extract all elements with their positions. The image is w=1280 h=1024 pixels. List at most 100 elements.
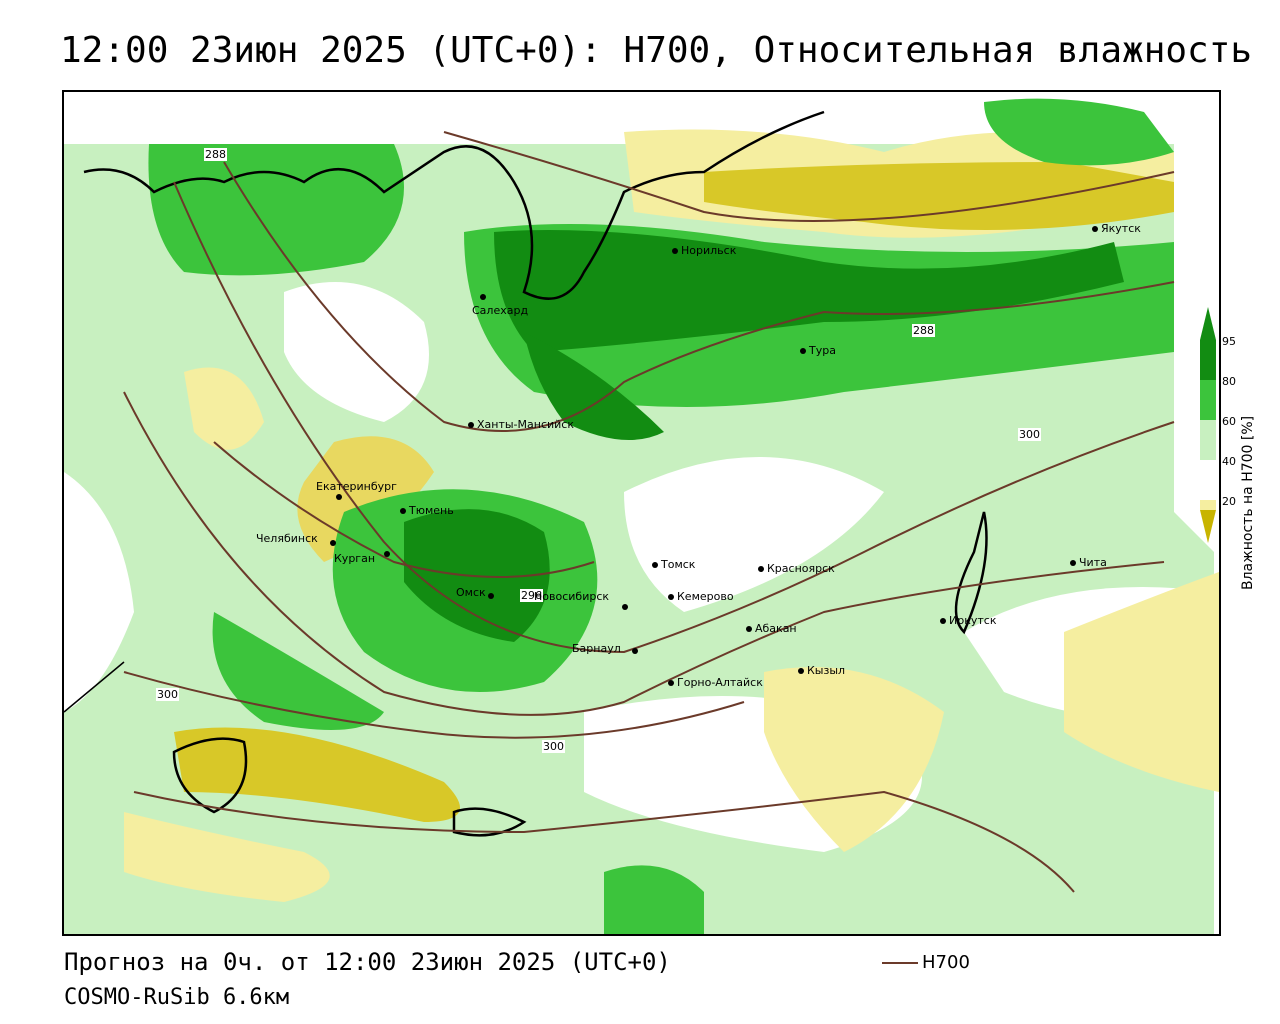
coastline [83, 110, 825, 300]
city-marker: Якутск [1092, 222, 1141, 235]
city-marker: Норильск [672, 244, 736, 257]
h700-contours [123, 131, 1175, 893]
city-marker: Тюмень [400, 504, 454, 517]
city-marker: Красноярск [758, 562, 835, 575]
city-label-block: Новосибирск [534, 590, 609, 603]
forecast-info: Прогноз на 0ч. от 12:00 23июн 2025 (UTC+… [64, 948, 671, 976]
city-label: Тюмень [409, 504, 454, 517]
city-dot [672, 248, 678, 254]
caspian-coast [172, 737, 248, 814]
contour-label: 300 [156, 688, 179, 701]
city-dot [746, 626, 752, 632]
city-dot [668, 594, 674, 600]
moist-mid-region [604, 865, 704, 934]
colorbar-tick: 95 [1222, 335, 1236, 348]
city-label: Иркутск [949, 614, 997, 627]
city-label: Екатеринбург [316, 480, 397, 493]
city-marker: Иркутск [940, 614, 996, 627]
city-marker: Ханты-Мансийск [468, 418, 574, 431]
city-label: Горно-Алтайск [677, 676, 763, 689]
city-label-block: Екатеринбург [316, 480, 397, 493]
city-marker: Томск [652, 558, 695, 571]
city-dot [940, 618, 946, 624]
city-label-block: Салехард [472, 304, 528, 317]
colorbar [1200, 307, 1216, 543]
city-marker: Тура [800, 344, 836, 357]
city-marker: Абакан [746, 622, 797, 635]
city-marker: Кемерово [668, 590, 734, 603]
city-dot [330, 540, 336, 546]
coastline [64, 661, 125, 713]
neutral-region [624, 457, 884, 612]
colorbar-band [1200, 460, 1216, 500]
city-marker: Кызыл [798, 664, 845, 677]
city-marker [488, 589, 497, 602]
city-dot [468, 422, 474, 428]
city-marker [336, 490, 345, 503]
city-dot [400, 508, 406, 514]
city-dot [800, 348, 806, 354]
city-label: Чита [1079, 556, 1107, 569]
colorbar-band [1200, 340, 1216, 380]
city-marker [480, 290, 489, 303]
city-label-block: Омск [456, 586, 486, 599]
moist-mid-region [212, 612, 384, 730]
city-marker [622, 600, 631, 613]
city-label: Курган [334, 552, 376, 565]
contour-label: 300 [1018, 428, 1041, 441]
colorbar-band [1200, 380, 1216, 420]
city-label-block: Курган [334, 552, 375, 565]
city-dot [384, 551, 390, 557]
city-label: Тура [809, 344, 836, 357]
city-dot [758, 566, 764, 572]
colorbar-lower-arrow [1200, 510, 1216, 543]
city-dot [480, 294, 486, 300]
dry-dark-region [704, 162, 1174, 230]
city-dot [622, 604, 628, 610]
dry-light-region [184, 367, 264, 450]
dry-light-region [124, 812, 330, 902]
colorbar-tick: 20 [1222, 495, 1236, 508]
map-title: 12:00 23июн 2025 (UTC+0): H700, Относите… [60, 30, 1253, 71]
city-label: Салехард [472, 304, 529, 317]
contour-legend-label: H700 [922, 952, 970, 973]
contour-legend: H700 [882, 952, 970, 973]
dry-light-region [1064, 572, 1219, 792]
colorbar-band [1200, 500, 1216, 510]
city-label: Челябинск [256, 532, 318, 545]
neutral-region [64, 472, 134, 712]
moist-dark-region [524, 332, 664, 440]
colorbar-band [1200, 420, 1216, 460]
city-label: Красноярск [767, 562, 835, 575]
city-label-block: Челябинск [256, 532, 318, 545]
city-label: Новосибирск [534, 590, 610, 603]
colorbar-tick: 40 [1222, 455, 1236, 468]
city-dot [798, 668, 804, 674]
city-dot [1092, 226, 1098, 232]
city-label: Ханты-Мансийск [477, 418, 574, 431]
city-marker [330, 536, 339, 549]
city-dot [652, 562, 658, 568]
moist-mid-region [984, 98, 1174, 166]
colorbar-tick: 80 [1222, 375, 1236, 388]
contour-label: 288 [912, 324, 935, 337]
city-dot [668, 680, 674, 686]
moist-dark-region [494, 230, 1124, 352]
map-area: 288 288 300 300 300 296 Якутск Норильск … [62, 90, 1221, 936]
balkhash-coast [452, 807, 527, 837]
city-label-block: Барнаул [572, 642, 621, 655]
city-label: Кемерово [677, 590, 734, 603]
city-label: Кызыл [807, 664, 846, 677]
city-marker [632, 644, 641, 657]
city-label: Абакан [755, 622, 797, 635]
dry-light-region [764, 667, 944, 852]
contour-label: 288 [204, 148, 227, 161]
moist-mid-region [148, 144, 404, 276]
city-dot [1070, 560, 1076, 566]
city-label: Томск [661, 558, 696, 571]
city-label: Омск [456, 586, 486, 599]
humidity-field [64, 98, 1219, 934]
baikal-coast [954, 511, 988, 635]
contour-label: 296 [520, 589, 543, 602]
city-marker [384, 547, 393, 560]
